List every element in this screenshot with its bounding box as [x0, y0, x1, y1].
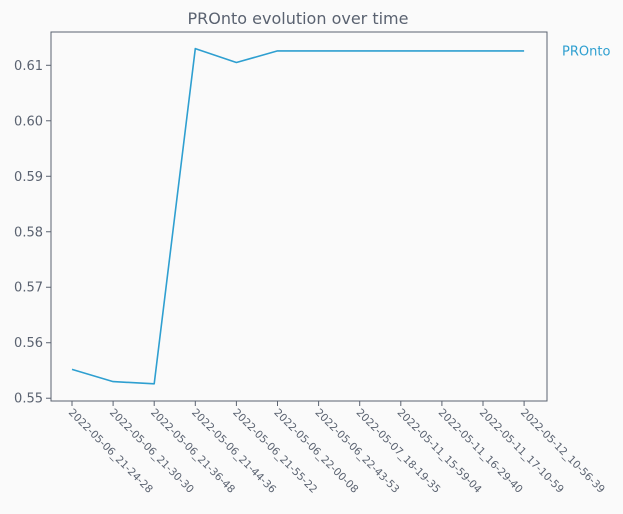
x-tick-label: 2022-05-06_21-36-48: [148, 407, 237, 496]
y-tick-label: 0.59: [14, 170, 43, 185]
x-tick-label: 2022-05-11_17-10-59: [477, 407, 566, 496]
x-tick-label: 2022-05-12_10-56-39: [518, 407, 607, 496]
x-tick-label: 2022-05-06_21-24-28: [66, 407, 155, 496]
series-layer: PROnto: [71, 44, 610, 385]
x-tick-label: 2022-05-11_16-29-40: [436, 407, 525, 496]
chart-title: PROnto evolution over time: [188, 9, 409, 28]
x-tick-label: 2022-05-06_22-00-08: [271, 407, 360, 496]
x-tick-label: 2022-05-07_18-19-35: [354, 407, 443, 496]
y-tick-label: 0.61: [14, 59, 43, 74]
y-tick-label: 0.58: [14, 225, 43, 240]
x-tick-label: 2022-05-06_21-30-30: [107, 407, 196, 496]
x-axis: 2022-05-06_21-24-282022-05-06_21-30-3020…: [66, 401, 607, 496]
series-label: PROnto: [562, 44, 610, 59]
series-line-pronto: [71, 47, 525, 385]
y-tick-label: 0.56: [14, 336, 43, 351]
y-tick-label: 0.55: [14, 392, 43, 407]
y-tick-label: 0.60: [14, 114, 43, 129]
y-tick-label: 0.57: [14, 281, 43, 296]
y-axis: 0.55 0.56 0.57 0.58 0.59 0.60 0.61: [14, 59, 51, 407]
x-tick-label: 2022-05-06_22-43-53: [312, 407, 401, 496]
plot-area: [50, 31, 548, 402]
x-tick-label: 2022-05-06_21-55-22: [230, 407, 319, 496]
